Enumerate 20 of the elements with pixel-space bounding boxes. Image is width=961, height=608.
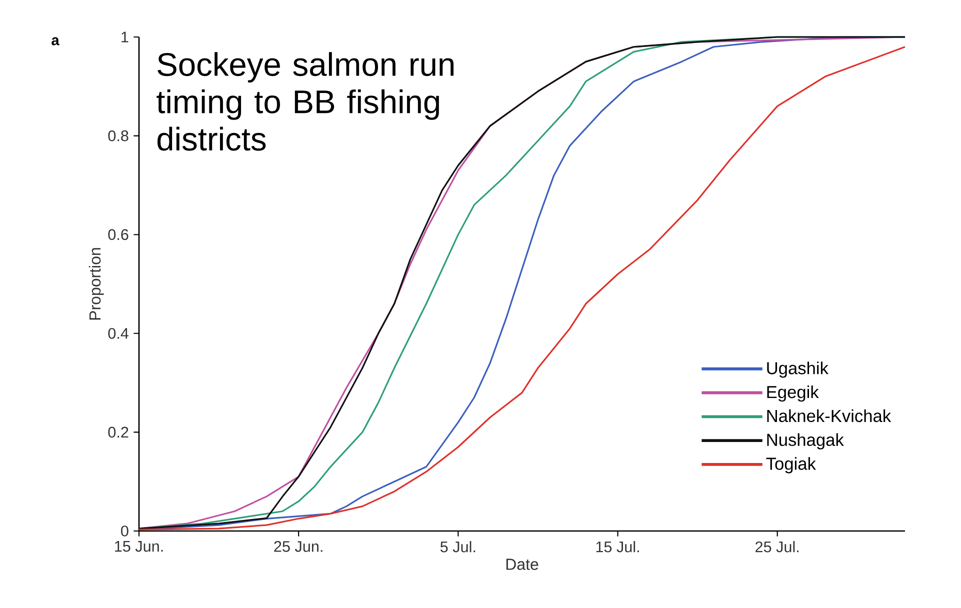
x-tick-label: 25 Jun. (274, 541, 322, 552)
text: a (52, 37, 60, 46)
x-tick-label: 5 Jul. (440, 541, 476, 552)
y-tick-label: 0 (121, 526, 128, 536)
y-tick-label: 0.8 (108, 130, 128, 142)
y-tick-label: 0.4 (108, 328, 128, 339)
legend-label: Ugashik (767, 362, 828, 378)
legend-label: Egegik (767, 385, 819, 402)
text: Sockeye salmon run timing to BB fishing districts (156, 52, 454, 151)
y-tick-label: 0.2 (108, 426, 128, 438)
x-tick-label: 15 Jul. (596, 541, 639, 552)
x-tick-label: 15 Jun. (115, 541, 163, 552)
legend-label: Togiak (766, 457, 816, 474)
legend-label: Naknek-Kvichak (767, 409, 892, 422)
x-tick-label: 25 Jul. (756, 541, 799, 552)
y-tick-label: 1 (122, 32, 128, 42)
legend-label: Nushagak (767, 433, 844, 450)
y-tick-label: 0.6 (108, 229, 128, 240)
x-axis-title: Date (506, 558, 538, 570)
y-axis-title: Proportion (88, 248, 104, 320)
